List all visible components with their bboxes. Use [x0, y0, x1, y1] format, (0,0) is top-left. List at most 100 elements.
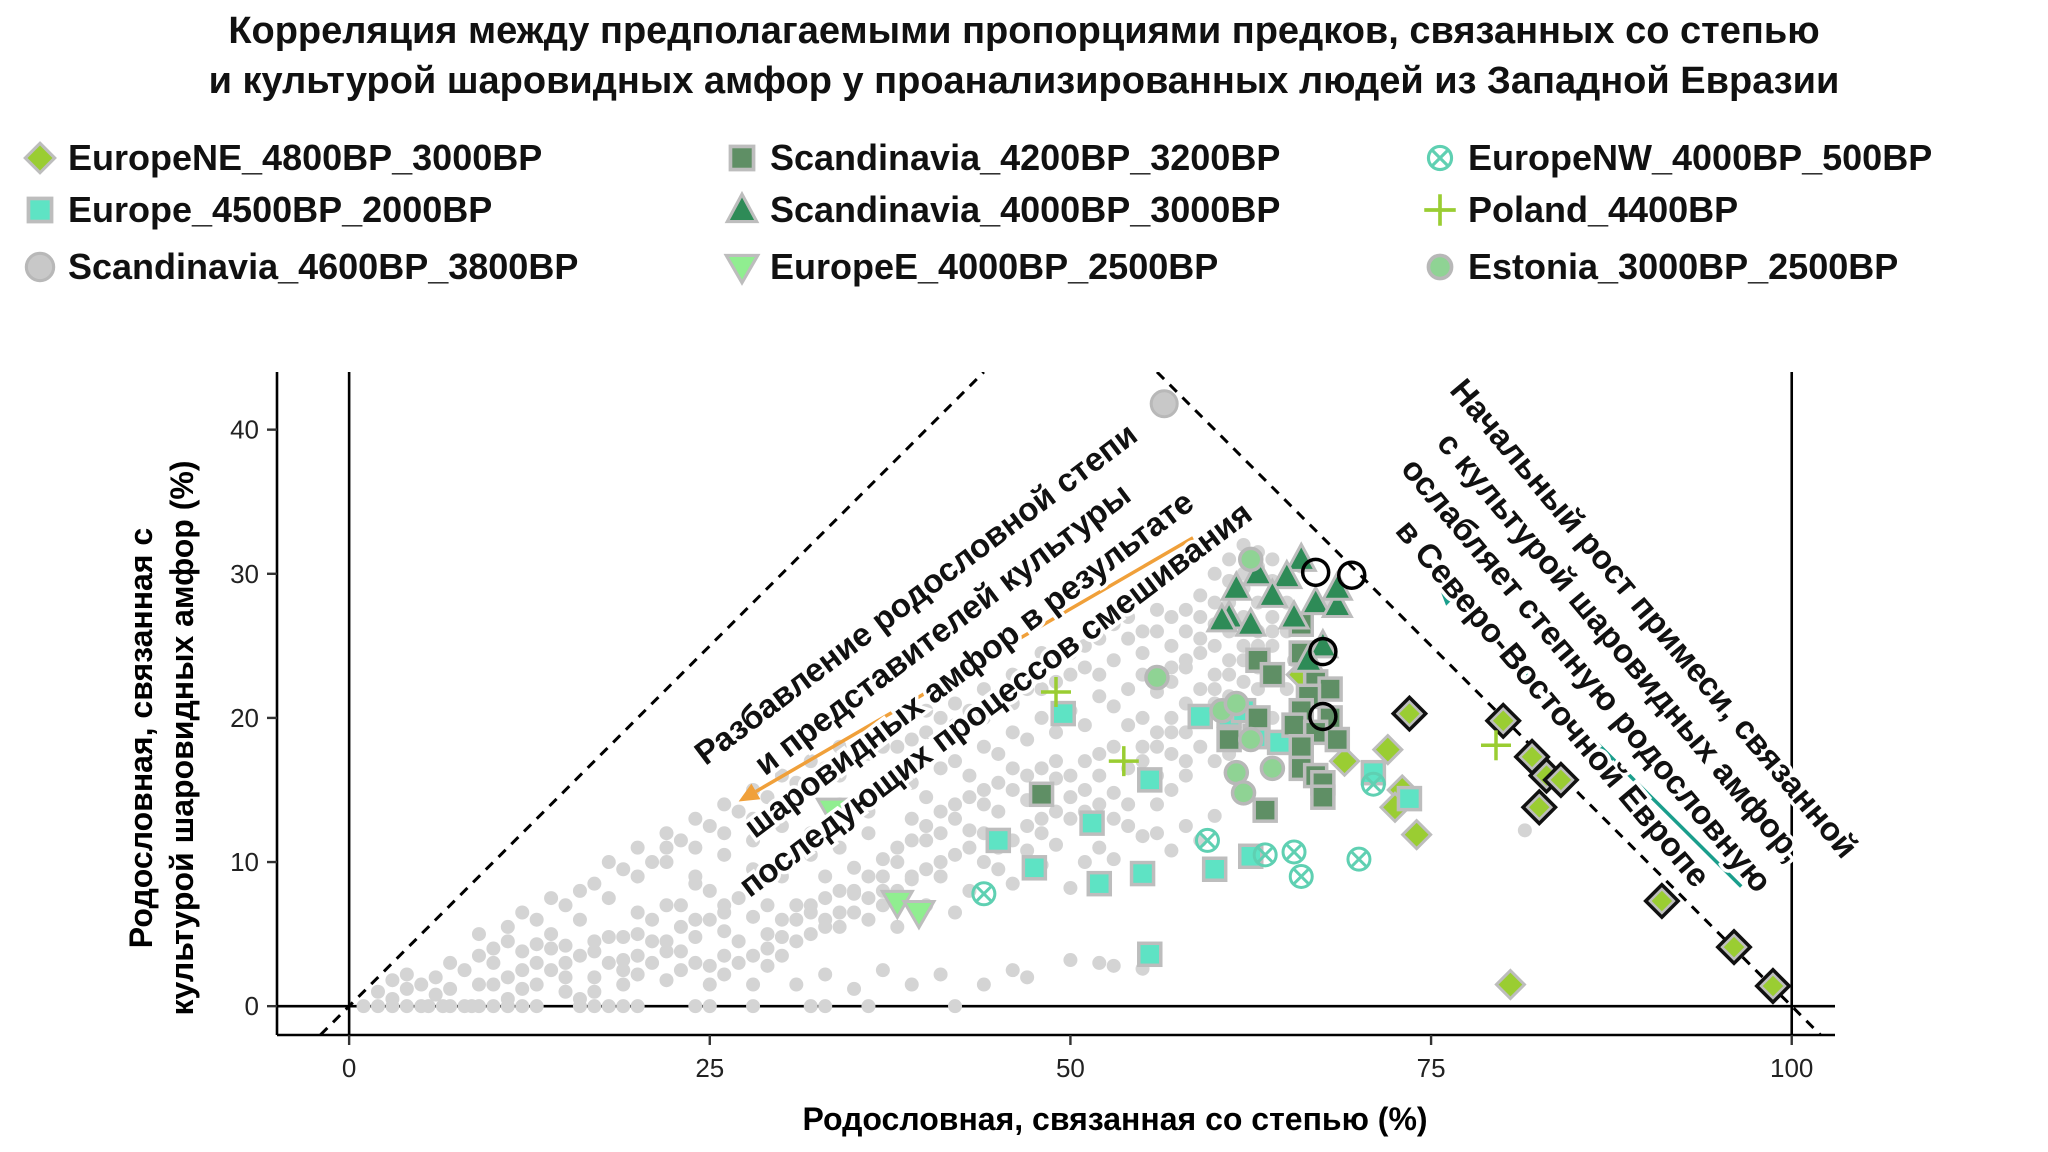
background-point: [702, 912, 717, 927]
background-point: [774, 929, 789, 944]
background-point: [1164, 660, 1179, 675]
circle-x-stroke: [1430, 148, 1450, 168]
triangle-up-marker: [1205, 601, 1239, 633]
background-point: [443, 955, 458, 970]
data-point: [1223, 690, 1250, 717]
background-point: [688, 840, 703, 855]
circle-x-stroke: [974, 884, 993, 903]
background-point: [1265, 624, 1280, 639]
background-point: [1222, 653, 1237, 668]
background-point: [630, 967, 645, 982]
background-point: [1135, 624, 1150, 639]
background-point: [803, 927, 818, 942]
background-point: [1164, 843, 1179, 858]
background-point: [1149, 797, 1164, 812]
diamond-marker: [1648, 887, 1676, 915]
background-point: [803, 999, 818, 1014]
background-point: [717, 797, 732, 812]
background-point: [1193, 588, 1208, 603]
background-point: [1005, 667, 1020, 682]
background-point: [630, 905, 645, 920]
data-point: [1129, 860, 1156, 887]
background-point: [572, 912, 587, 927]
legend-marker: [1426, 144, 1454, 172]
background-point: [1149, 826, 1164, 841]
background-point: [832, 768, 847, 783]
background-point: [529, 937, 544, 952]
triangle-up-marker: [1306, 627, 1340, 659]
data-point: [1234, 606, 1268, 637]
background-point: [399, 981, 414, 996]
data-point: [1288, 733, 1314, 760]
background-point: [1178, 624, 1193, 639]
background-point: [861, 891, 876, 906]
background-point: [1178, 819, 1193, 834]
background-point: [1063, 880, 1078, 895]
background-point: [1517, 823, 1532, 838]
background-point: [1193, 739, 1208, 754]
data-point: [1270, 558, 1304, 590]
title-line-2: и культурой шаровидных амфор у проанализ…: [208, 60, 1840, 102]
arrow-shaft: [755, 536, 1194, 793]
background-point: [746, 977, 761, 992]
triangle-up-marker: [1219, 570, 1253, 601]
data-point: [1317, 676, 1343, 702]
background-point: [558, 955, 573, 970]
background-point: [702, 958, 717, 973]
background-point: [1164, 710, 1179, 725]
background-point: [471, 927, 486, 942]
background-point: [1049, 725, 1063, 740]
background-point: [717, 847, 732, 862]
diamond-marker: [1720, 933, 1748, 961]
background-point: [731, 934, 746, 949]
circle-marker: [1259, 755, 1286, 782]
square-marker: [1317, 676, 1343, 702]
legend-marker: [26, 196, 54, 224]
background-point: [890, 718, 905, 733]
background-point: [515, 905, 530, 920]
background-point: [443, 981, 458, 996]
x-axis-label: Родословная, связанная со степью (%): [802, 1101, 1427, 1137]
background-point: [529, 955, 544, 970]
background-point: [486, 999, 501, 1014]
data-point: [1360, 771, 1386, 797]
background-point: [1265, 552, 1280, 567]
background-point: [1049, 653, 1063, 668]
background-point: [645, 855, 660, 870]
background-point: [1063, 790, 1078, 805]
background-point: [544, 891, 559, 906]
background-point: [1005, 761, 1020, 776]
background-point: [601, 891, 616, 906]
background-point: [688, 869, 703, 884]
legend-marker: [24, 251, 56, 283]
data-point: [1108, 746, 1139, 777]
data-point: [1390, 694, 1429, 733]
background-point: [616, 929, 631, 944]
background-point: [1034, 826, 1049, 841]
data-point: [1149, 389, 1179, 419]
background-point: [818, 891, 833, 906]
background-point: [1164, 610, 1179, 625]
background-point: [702, 819, 717, 834]
background-point: [1106, 739, 1121, 754]
background-point: [847, 883, 862, 898]
background-point: [1106, 699, 1121, 714]
background-point: [356, 999, 371, 1014]
background-point: [832, 883, 847, 898]
background-point: [601, 999, 616, 1014]
background-point: [1178, 653, 1193, 668]
background-point: [1178, 602, 1193, 617]
background-point: [890, 840, 905, 855]
background-point: [558, 898, 573, 913]
background-point: [1020, 732, 1035, 747]
background-point: [385, 973, 400, 988]
background-point: [673, 833, 688, 848]
background-point: [630, 927, 645, 942]
background-point: [486, 941, 501, 956]
background-point: [847, 905, 862, 920]
background-point: [1149, 624, 1164, 639]
square-marker: [1216, 726, 1242, 753]
background-point: [688, 999, 703, 1014]
circle-open-marker: [1336, 560, 1367, 590]
